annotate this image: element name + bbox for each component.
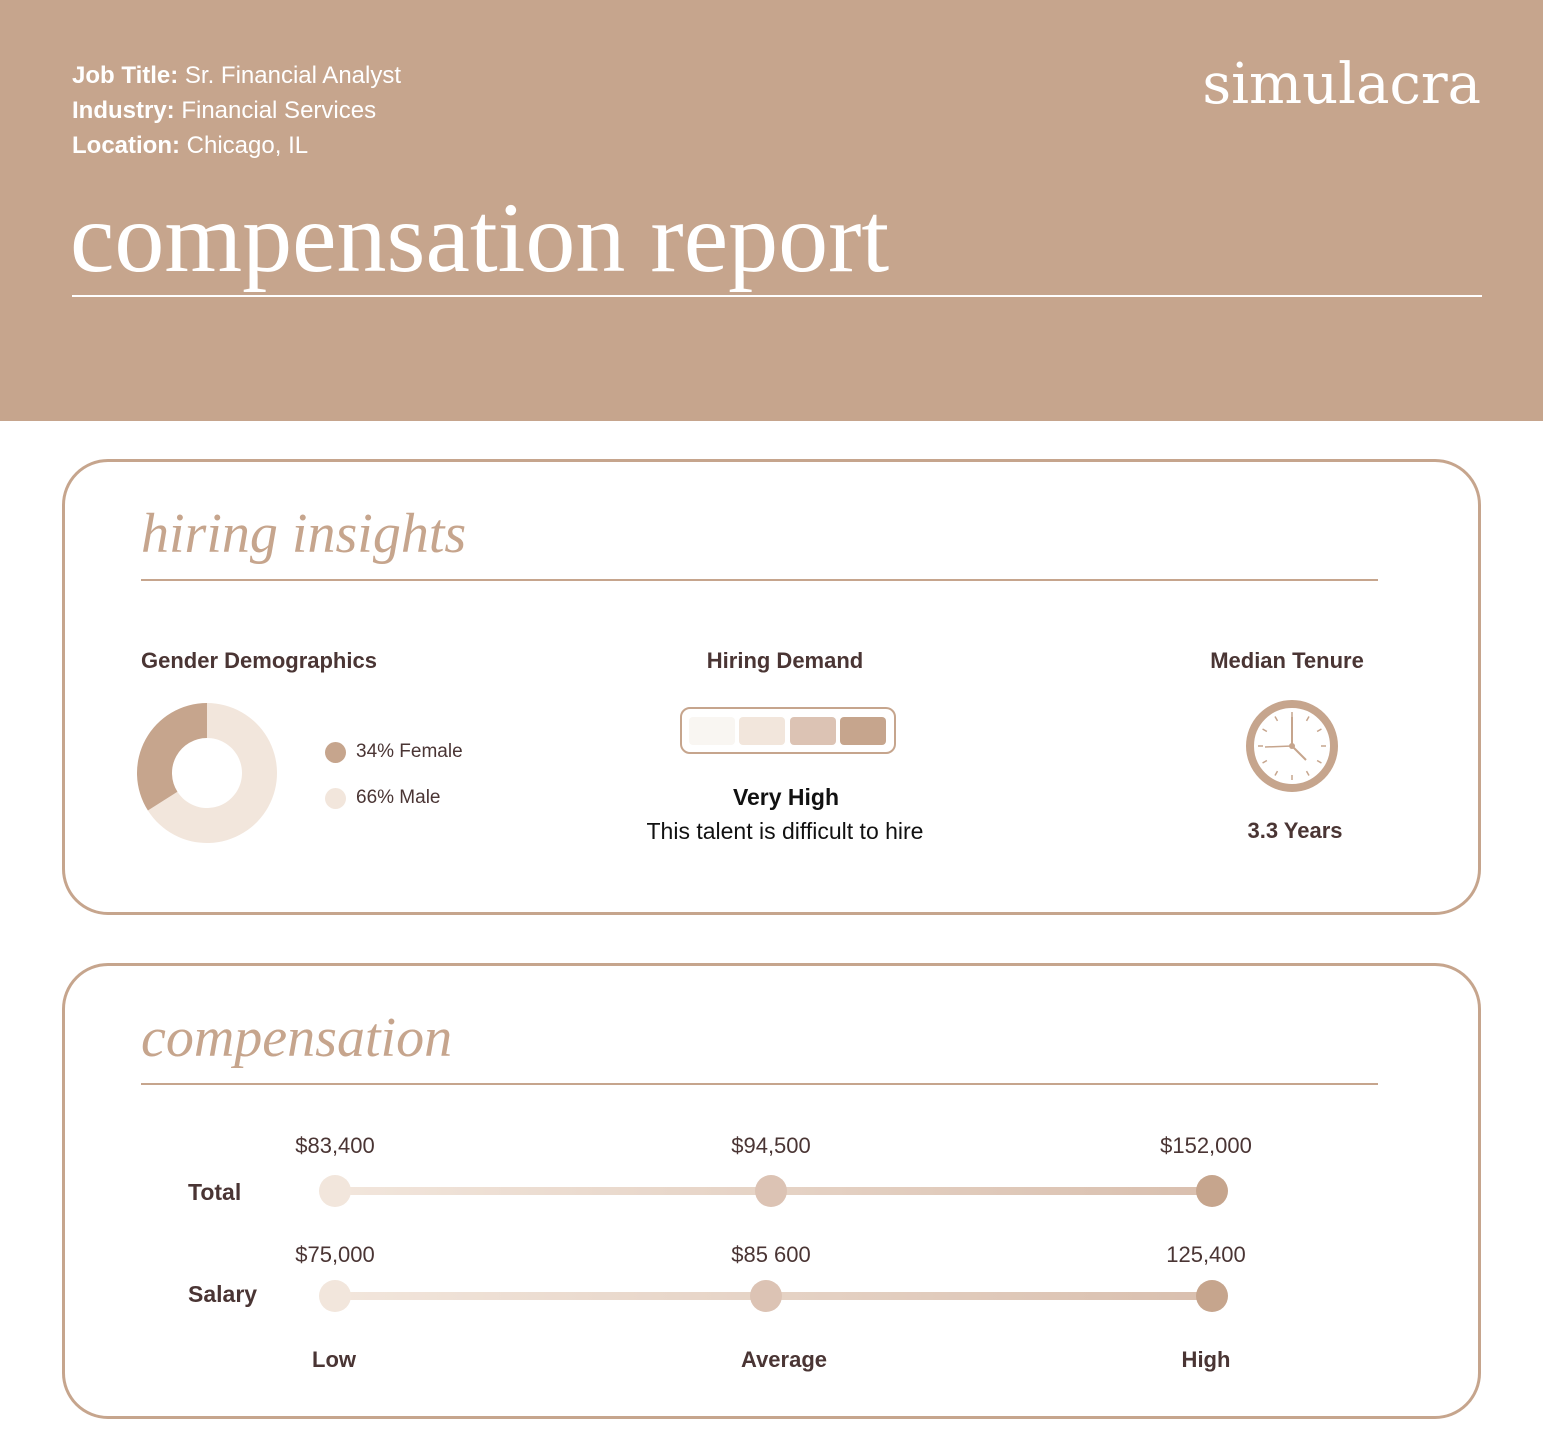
hiring-insights-card: hiring insights Gender Demographics 34% … — [62, 459, 1481, 915]
salary-average-value: $85 600 — [731, 1242, 811, 1267]
axis-label-average: Average — [740, 1347, 828, 1372]
location-value: Chicago, IL — [186, 132, 309, 159]
gender-donut-chart — [137, 703, 277, 843]
row-label-salary: Salary — [188, 1281, 258, 1307]
industry-row: Industry: Financial Services — [72, 93, 401, 128]
location-label: Location: — [72, 132, 180, 159]
compensation-card: compensation Total $83,400 $94,500 $152,… — [62, 963, 1481, 1419]
clock-tick — [1316, 759, 1322, 764]
hiring-insights-title: hiring insights — [141, 503, 467, 565]
header-divider — [72, 295, 1482, 297]
clock-tick — [1274, 770, 1279, 776]
report-header: Job Title: Sr. Financial Analyst Industr… — [0, 0, 1543, 421]
job-title-value: Sr. Financial Analyst — [184, 62, 402, 89]
clock-icon — [1246, 700, 1338, 792]
demand-level: Very High — [732, 784, 840, 810]
clock-tick — [1316, 728, 1322, 733]
salary-average-marker — [750, 1280, 782, 1312]
legend-dot-female — [325, 742, 346, 763]
legend-dot-male — [325, 788, 346, 809]
job-meta: Job Title: Sr. Financial Analyst Industr… — [72, 58, 401, 163]
demand-segment-3 — [790, 717, 836, 745]
legend-male: 66% Male — [356, 787, 441, 808]
compensation-title: compensation — [141, 1007, 453, 1069]
hiring-insights-divider — [141, 579, 1378, 581]
donut-slice-male — [147, 703, 277, 843]
clock-tick — [1274, 716, 1279, 722]
median-tenure-value: 3.3 Years — [1247, 818, 1343, 843]
total-average-marker — [755, 1175, 787, 1207]
axis-label-high: High — [1181, 1347, 1231, 1372]
job-title-label: Job Title: — [72, 62, 179, 89]
clock-tick — [1262, 728, 1268, 733]
gender-demographics-heading: Gender Demographics — [141, 648, 377, 673]
total-high-marker — [1196, 1175, 1228, 1207]
demand-segment-1 — [689, 717, 735, 745]
compensation-divider — [141, 1083, 1378, 1085]
clock-tick — [1305, 716, 1310, 722]
salary-high-value: 125,400 — [1166, 1242, 1246, 1267]
legend-female: 34% Female — [356, 741, 463, 762]
row-label-total: Total — [188, 1179, 242, 1205]
industry-label: Industry: — [72, 97, 175, 124]
salary-low-marker — [319, 1280, 351, 1312]
clock-tick — [1262, 759, 1268, 764]
demand-segment-4 — [840, 717, 886, 745]
salary-high-marker — [1196, 1280, 1228, 1312]
demand-segment-2 — [739, 717, 785, 745]
total-high-value: $152,000 — [1160, 1133, 1252, 1158]
brand-logo: simulacra — [1202, 52, 1481, 117]
demand-meter — [680, 707, 896, 754]
page-title: compensation report — [70, 182, 890, 293]
demand-description: This talent is difficult to hire — [646, 818, 924, 844]
location-row: Location: Chicago, IL — [72, 128, 401, 163]
hiring-demand-heading: Hiring Demand — [706, 648, 864, 673]
donut-slice-female — [137, 703, 207, 811]
axis-label-low: Low — [312, 1347, 356, 1372]
total-low-value: $83,400 — [295, 1133, 375, 1158]
median-tenure-heading: Median Tenure — [1210, 648, 1364, 673]
industry-value: Financial Services — [181, 97, 377, 124]
salary-low-value: $75,000 — [295, 1242, 375, 1267]
total-low-marker — [319, 1175, 351, 1207]
total-average-value: $94,500 — [731, 1133, 811, 1158]
clock-tick — [1305, 770, 1310, 776]
job-title-row: Job Title: Sr. Financial Analyst — [72, 58, 401, 93]
